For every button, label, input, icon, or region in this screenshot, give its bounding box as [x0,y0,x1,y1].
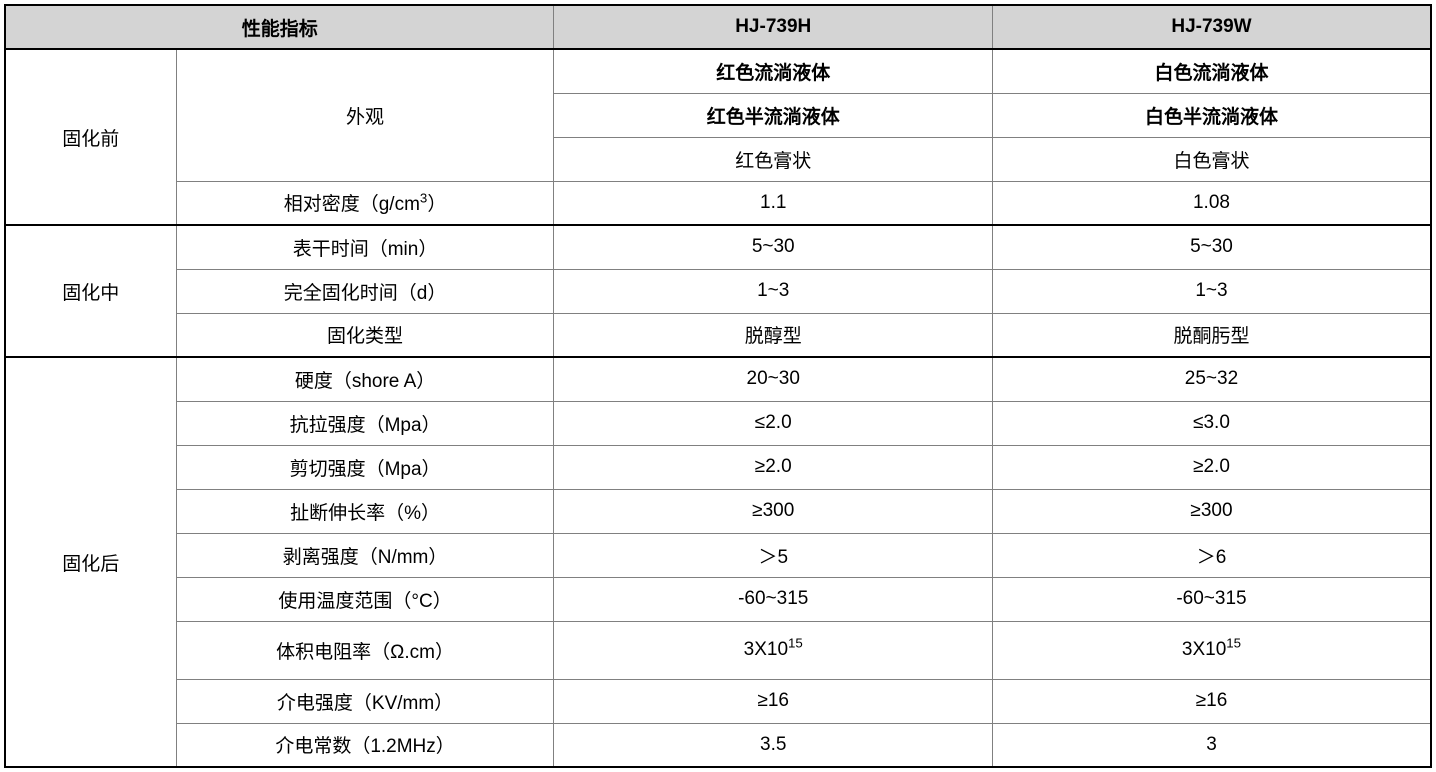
prop-tackfree: 表干时间（min） [176,225,554,269]
header-spec-label: 性能指标 [5,5,554,49]
val-shear-h: ≥2.0 [554,445,992,489]
val-hardness-h: 20~30 [554,357,992,401]
prop-appearance: 外观 [176,49,554,181]
val-elongation-w: ≥300 [992,489,1431,533]
table-row: 完全固化时间（d） 1~3 1~3 [5,269,1431,313]
val-volresist-h: 3X1015 [554,621,992,679]
val-fullcure-h: 1~3 [554,269,992,313]
prop-density: 相对密度（g/cm3） [176,181,554,225]
val-fullcure-w: 1~3 [992,269,1431,313]
table-row: 介电常数（1.2MHz） 3.5 3 [5,723,1431,767]
val-hardness-w: 25~32 [992,357,1431,401]
val-density-w: 1.08 [992,181,1431,225]
val-tensile-h: ≤2.0 [554,401,992,445]
prop-hardness: 硬度（shore A） [176,357,554,401]
val-curetype-w: 脱酮肟型 [992,313,1431,357]
prop-peel: 剥离强度（N/mm） [176,533,554,577]
header-product2: HJ-739W [992,5,1431,49]
val-temprange-h: -60~315 [554,577,992,621]
table-row: 固化类型 脱醇型 脱酮肟型 [5,313,1431,357]
table-row: 剥离强度（N/mm） ＞5 ＞6 [5,533,1431,577]
val-peel-h: ＞5 [554,533,992,577]
table-row: 扯断伸长率（%） ≥300 ≥300 [5,489,1431,533]
header-product1: HJ-739H [554,5,992,49]
prop-volresist: 体积电阻率（Ω.cm） [176,621,554,679]
group-curing: 固化中 [5,225,176,357]
table-row: 体积电阻率（Ω.cm） 3X1015 3X1015 [5,621,1431,679]
table-row: 剪切强度（Mpa） ≥2.0 ≥2.0 [5,445,1431,489]
val-dielstrength-w: ≥16 [992,679,1431,723]
val-appearance3-h: 红色膏状 [554,137,992,181]
prop-tensile: 抗拉强度（Mpa） [176,401,554,445]
spec-table: 性能指标 HJ-739H HJ-739W 固化前 外观 红色流淌液体 白色流淌液… [4,4,1432,768]
val-dielstrength-h: ≥16 [554,679,992,723]
val-elongation-h: ≥300 [554,489,992,533]
val-appearance2-w: 白色半流淌液体 [992,93,1431,137]
prop-dielstrength: 介电强度（KV/mm） [176,679,554,723]
prop-fullcure: 完全固化时间（d） [176,269,554,313]
val-peel-w: ＞6 [992,533,1431,577]
table-header-row: 性能指标 HJ-739H HJ-739W [5,5,1431,49]
val-volresist-w: 3X1015 [992,621,1431,679]
table-row: 固化中 表干时间（min） 5~30 5~30 [5,225,1431,269]
val-appearance1-h: 红色流淌液体 [554,49,992,93]
table-row: 介电强度（KV/mm） ≥16 ≥16 [5,679,1431,723]
val-curetype-h: 脱醇型 [554,313,992,357]
val-tackfree-w: 5~30 [992,225,1431,269]
val-shear-w: ≥2.0 [992,445,1431,489]
group-precure: 固化前 [5,49,176,225]
table-row: 使用温度范围（°C） -60~315 -60~315 [5,577,1431,621]
val-tackfree-h: 5~30 [554,225,992,269]
prop-dielconst: 介电常数（1.2MHz） [176,723,554,767]
prop-curetype: 固化类型 [176,313,554,357]
val-dielconst-h: 3.5 [554,723,992,767]
table-row: 固化后 硬度（shore A） 20~30 25~32 [5,357,1431,401]
prop-elongation: 扯断伸长率（%） [176,489,554,533]
prop-shear: 剪切强度（Mpa） [176,445,554,489]
prop-temprange: 使用温度范围（°C） [176,577,554,621]
val-appearance1-w: 白色流淌液体 [992,49,1431,93]
val-appearance2-h: 红色半流淌液体 [554,93,992,137]
val-dielconst-w: 3 [992,723,1431,767]
table-row: 相对密度（g/cm3） 1.1 1.08 [5,181,1431,225]
table-row: 抗拉强度（Mpa） ≤2.0 ≤3.0 [5,401,1431,445]
val-appearance3-w: 白色膏状 [992,137,1431,181]
group-postcure: 固化后 [5,357,176,767]
val-density-h: 1.1 [554,181,992,225]
table-row: 固化前 外观 红色流淌液体 白色流淌液体 [5,49,1431,93]
val-temprange-w: -60~315 [992,577,1431,621]
val-tensile-w: ≤3.0 [992,401,1431,445]
